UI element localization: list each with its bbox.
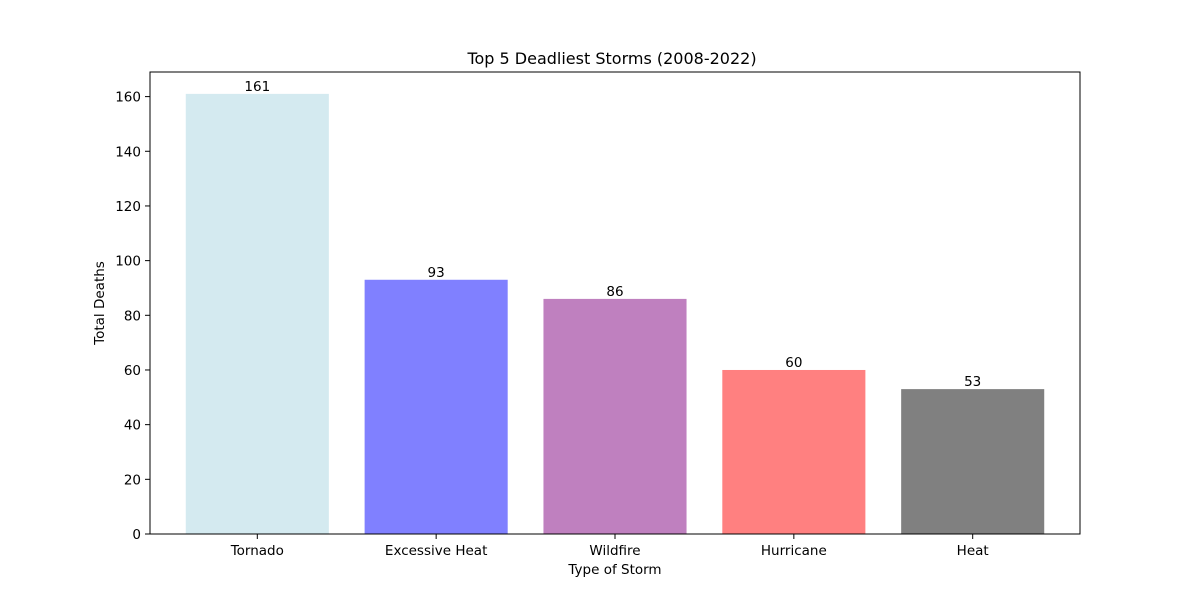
bar-value-label: 53	[964, 374, 981, 390]
bars-group: 161 93 86 60 53	[185, 79, 1045, 535]
x-axis-label: Type of Storm	[567, 562, 661, 578]
x-tick-label: Excessive Heat	[385, 543, 487, 559]
y-tick-label: 160	[115, 90, 141, 106]
bar-excessive-heat	[364, 279, 508, 534]
bar-hurricane	[722, 369, 866, 534]
y-axis-label: Total Deaths	[92, 261, 108, 346]
bar-heat	[901, 389, 1045, 534]
x-axis-ticks: Tornado Excessive Heat Wildfire Hurricane He…	[230, 534, 989, 559]
x-tick-label: Tornado	[230, 543, 284, 559]
y-axis-ticks: 0 20 40 60 80 100 120 140 160	[115, 90, 150, 543]
y-tick-label: 100	[115, 254, 141, 270]
y-tick-label: 60	[124, 363, 141, 379]
y-tick-label: 20	[124, 472, 141, 488]
x-tick-label: Hurricane	[761, 543, 827, 559]
y-tick-label: 0	[132, 527, 141, 543]
y-tick-label: 120	[115, 199, 141, 215]
bar-value-label: 86	[606, 284, 623, 300]
bar-value-label: 93	[428, 265, 445, 281]
x-tick-label: Heat	[957, 543, 989, 559]
bar-tornado	[185, 93, 329, 535]
plot-frame	[149, 71, 1081, 535]
bar-value-label: 60	[785, 355, 802, 371]
x-tick-label: Wildfire	[589, 543, 640, 559]
bar-wildfire	[543, 298, 687, 534]
bar-value-label: 161	[244, 79, 270, 95]
y-tick-label: 80	[124, 308, 141, 324]
y-tick-label: 140	[115, 144, 141, 160]
chart-title: Top 5 Deadliest Storms (2008-2022)	[466, 49, 756, 68]
y-tick-label: 40	[124, 418, 141, 434]
